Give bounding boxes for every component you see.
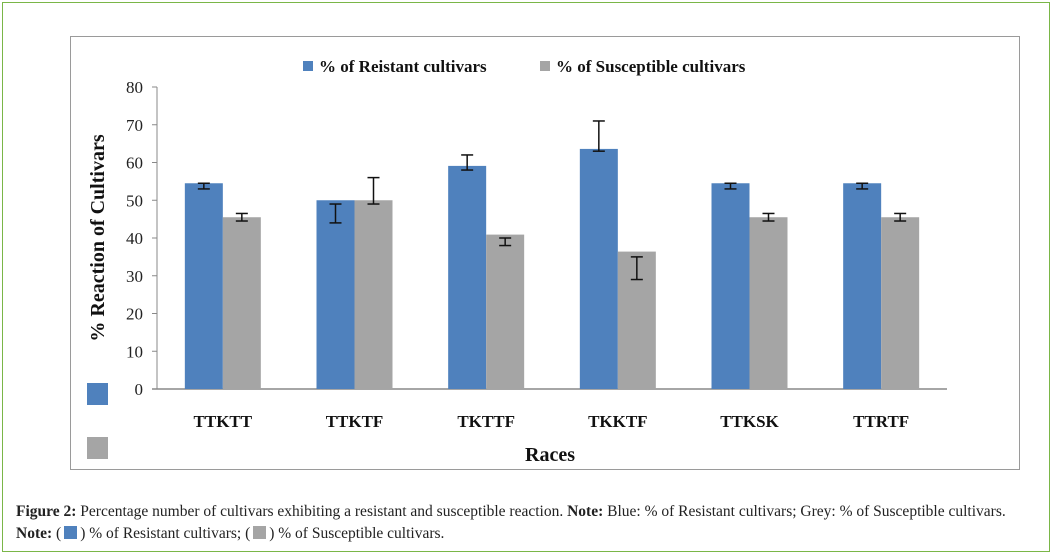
legend-key-susceptible [87,437,108,459]
y-tick-label: 0 [135,380,144,399]
caption-text: ( [52,525,62,542]
caption-figure-label: Figure 2: [16,503,77,520]
caption-note-label: Note: [567,503,604,520]
caption-text: ) % of Susceptible cultivars. [269,525,445,542]
bar-susceptible [881,217,920,389]
bar-resistant [316,200,355,389]
x-tick-label: TKKTF [588,412,648,431]
caption-text: Blue: % of Resistant cultivars; Grey: % … [603,503,1006,520]
bar-resistant [579,148,618,389]
figure-caption: Figure 2: Percentage number of cultivars… [16,501,1036,545]
bar-chart: 0 10 20 30 40 50 60 70 80 TTKTT TTKTF TKTTF TKKTF TTK… [87,57,947,466]
bar-resistant [448,165,487,389]
caption-note-label: Note: [16,525,53,542]
y-axis-title: % Reaction of Cultivars [87,134,109,341]
bar-resistant [184,183,223,389]
legend-key-resistant [87,383,108,405]
grey-swatch-icon [253,526,267,539]
y-tick-label: 50 [126,191,143,210]
legend-swatch [540,61,550,71]
bar-resistant [843,183,882,389]
caption-text: ) % of Resistant cultivars; ( [80,525,251,542]
bar-susceptible [222,217,261,389]
y-tick-label: 60 [126,154,143,173]
y-tick-label: 70 [126,116,143,135]
x-axis-title: Races [525,444,575,466]
chart-frame [70,36,1020,470]
y-tick-label: 10 [126,342,143,361]
bar-susceptible [749,217,788,389]
legend-label-susceptible: % of Susceptible cultivars [556,57,746,76]
y-tick-label: 20 [126,305,143,324]
y-tick-label: 80 [126,78,143,97]
bar-resistant [711,183,750,389]
x-tick-label: TKTTF [457,412,515,431]
x-tick-label: TTRTF [853,412,909,431]
x-tick-label: TTKSK [720,412,779,431]
y-tick-label: 40 [126,229,143,248]
x-tick-label: TTKTF [326,412,384,431]
caption-text: Percentage number of cultivars exhibitin… [76,503,568,520]
legend-label-resistant: % of Reistant cultivars [319,57,487,76]
y-tick-label: 30 [126,267,143,286]
blue-swatch-icon [64,526,78,539]
x-tick-label: TTKTT [194,412,253,431]
legend-swatch [303,61,313,71]
bar-susceptible [486,234,525,389]
bar-susceptible [354,200,393,389]
